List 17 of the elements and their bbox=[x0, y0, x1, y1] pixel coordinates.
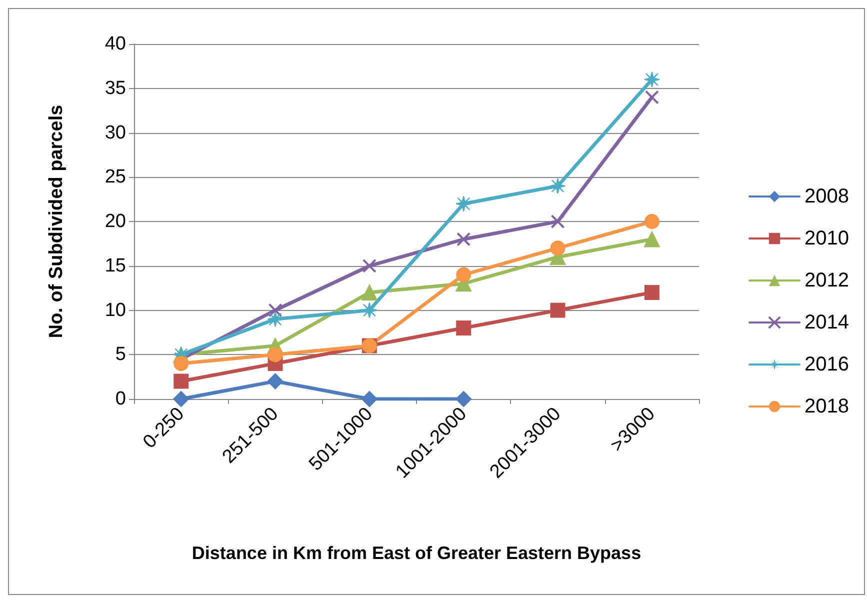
y-tick-label: 15 bbox=[104, 255, 126, 276]
y-tick-label: 20 bbox=[104, 211, 126, 232]
y-axis-title: No. of Subdivided parcels bbox=[46, 104, 67, 338]
legend-label: 2016 bbox=[804, 354, 850, 376]
y-tick-label: 0 bbox=[115, 388, 126, 410]
y-tick-label: 35 bbox=[104, 78, 126, 99]
y-tick-label: 10 bbox=[104, 300, 126, 321]
legend-label: 2018 bbox=[804, 396, 850, 418]
legend-label: 2014 bbox=[804, 312, 850, 334]
y-tick-label: 40 bbox=[104, 34, 126, 54]
y-tick-label: 5 bbox=[115, 344, 126, 366]
legend-label: 2012 bbox=[804, 270, 850, 292]
y-tick-label: 25 bbox=[104, 166, 126, 188]
x-axis-title: Distance in Km from East of Greater Eastern Bypass bbox=[192, 543, 642, 563]
y-tick-label: 30 bbox=[104, 122, 126, 144]
legend-label: 2008 bbox=[804, 186, 850, 208]
legend-label: 2010 bbox=[804, 228, 850, 250]
